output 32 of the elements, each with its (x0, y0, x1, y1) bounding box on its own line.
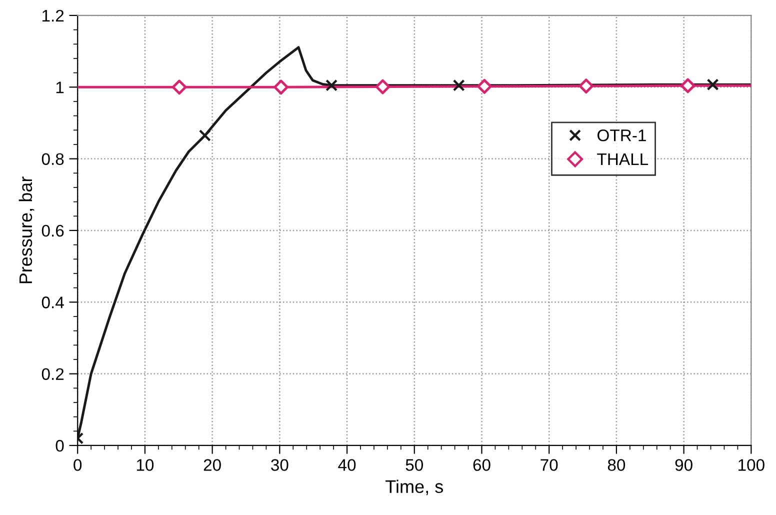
point (452, 79, 465, 92)
x-tick-label: 20 (204, 459, 221, 471)
x-tick-label: 30 (271, 459, 288, 471)
y-tick-label: 0 (56, 440, 64, 452)
y-axis-title: Pressure, bar (18, 176, 34, 284)
x-tick-label: 80 (608, 459, 626, 471)
point (578, 78, 594, 94)
x-tick-label: 50 (406, 459, 423, 471)
point (706, 78, 719, 91)
x-axis-title: Time, s (386, 480, 443, 496)
y-tick-label: 0.2 (42, 368, 64, 380)
point (476, 78, 492, 94)
y-tick-label: 0.6 (42, 224, 64, 237)
point (172, 80, 187, 95)
y-tick-label: 0.4 (42, 296, 64, 308)
x-tick-label: 10 (136, 459, 154, 471)
y-tick-label: 1 (56, 82, 64, 94)
y-tick-label: 0.8 (42, 153, 64, 165)
x-tick-label: 60 (473, 459, 490, 471)
point (680, 78, 696, 94)
legend-label: OTR-1 (598, 129, 646, 142)
x-tick-label: 100 (738, 459, 764, 471)
legend-label: THALL (597, 154, 648, 166)
x-tick-label: 0 (74, 459, 82, 471)
point (274, 80, 288, 95)
point (198, 129, 211, 142)
x-tick-label: 70 (540, 459, 558, 471)
x-tick-label: 90 (675, 459, 692, 471)
point (326, 79, 338, 92)
point (375, 79, 390, 94)
y-tick-label: 1.2 (42, 10, 64, 22)
x-tick-label: 40 (338, 459, 356, 471)
